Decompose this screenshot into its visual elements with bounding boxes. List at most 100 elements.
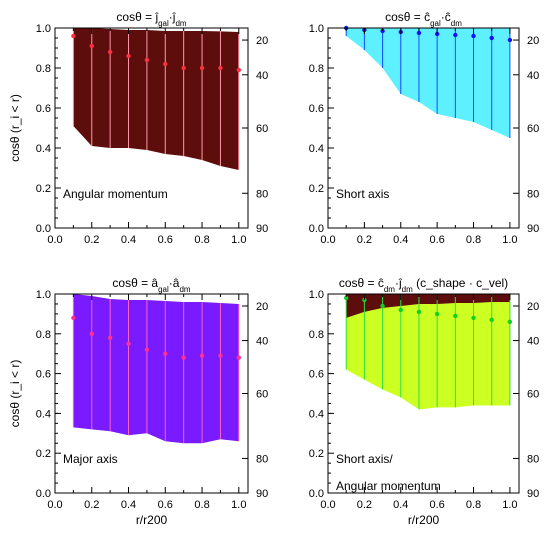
median-point bbox=[453, 313, 458, 319]
median-point bbox=[126, 53, 131, 59]
median-point bbox=[489, 317, 494, 323]
x-tick-label: 0.2 bbox=[357, 499, 372, 511]
x-tick-label: 0.4 bbox=[393, 499, 408, 511]
x-tick-label: 0.8 bbox=[466, 499, 481, 511]
panel-4: 0.0 0.2 0.4 0.6 0.8 1.0 0.0 0.2 0.4 0.6 0.8 1.0 20 40… bbox=[309, 276, 540, 527]
x-tick-label: 0.2 bbox=[357, 234, 372, 246]
median-point bbox=[471, 315, 476, 321]
median-point bbox=[144, 57, 150, 63]
x-tick-label: 0.8 bbox=[194, 234, 209, 246]
y-tick-label: 0.8 bbox=[309, 329, 324, 341]
right-tick-label: 90 bbox=[527, 223, 539, 235]
median-point bbox=[199, 353, 205, 358]
right-tick-label: 90 bbox=[527, 488, 539, 500]
x-tick-label: 0.0 bbox=[47, 499, 62, 511]
right-tick-label: 40 bbox=[256, 70, 268, 82]
median-point bbox=[507, 37, 513, 43]
median-point bbox=[416, 309, 422, 315]
y-tick-label: 1.0 bbox=[309, 289, 324, 301]
y-tick-label: 0.4 bbox=[36, 143, 51, 155]
y-tick-label: 0.8 bbox=[309, 63, 324, 75]
median-point bbox=[163, 61, 168, 67]
x-tick-label: 0.0 bbox=[320, 499, 335, 511]
median-point bbox=[236, 355, 242, 360]
median-point bbox=[89, 331, 94, 336]
x-tick-label: 0.4 bbox=[121, 234, 136, 246]
right-tick-label: 80 bbox=[527, 453, 539, 465]
panel-1: 0.0 0.2 0.4 0.6 0.8 1.0 0.0 0.2 0.4 0.6 0.8 1.0 20 40… bbox=[8, 10, 268, 246]
x-tick-label: 0.8 bbox=[194, 499, 209, 511]
median-point bbox=[218, 353, 223, 358]
y-tick-label: 0.4 bbox=[36, 408, 51, 420]
panel-title: cosθ = ĵgal·ĵdm bbox=[116, 10, 187, 28]
median-point bbox=[163, 351, 168, 356]
y-tick-label: 0.0 bbox=[36, 223, 51, 235]
panel-annotation: Major axis bbox=[63, 452, 118, 466]
x-tick-label: 0.8 bbox=[466, 234, 481, 246]
panel-2: 0.0 0.2 0.4 0.6 0.8 1.0 0.0 0.2 0.4 0.6 0.8 1.0 20 40… bbox=[309, 10, 540, 246]
y-tick-label: 0.6 bbox=[309, 369, 324, 381]
x-tick-label: 0.4 bbox=[121, 499, 136, 511]
right-tick-label: 80 bbox=[527, 188, 539, 200]
right-tick-label: 60 bbox=[527, 389, 539, 401]
panel-title: cosθ = âgal·âdm bbox=[112, 276, 191, 294]
panel-annotation: Short axis bbox=[336, 187, 389, 201]
y-tick-label: 0.0 bbox=[309, 223, 324, 235]
median-point bbox=[507, 319, 513, 325]
panel-annotation: Short axis/ bbox=[336, 452, 393, 466]
right-tick-label: 80 bbox=[256, 188, 268, 200]
x-tick-label: 1.0 bbox=[502, 234, 517, 246]
median-point bbox=[236, 67, 242, 73]
median-point bbox=[144, 347, 150, 352]
right-tick-label: 40 bbox=[527, 70, 539, 82]
panel-title: cosθ = ĉdm·ĵdm (c_shape · c_vel) bbox=[339, 276, 508, 294]
median-point bbox=[380, 303, 385, 309]
x-tick-label: 0.6 bbox=[158, 234, 173, 246]
band-fill bbox=[73, 294, 239, 444]
y-tick-label: 0.2 bbox=[309, 448, 324, 460]
x-tick-label: 1.0 bbox=[502, 499, 517, 511]
x-tick-label: 0.4 bbox=[393, 234, 408, 246]
x-tick-label: 0.0 bbox=[47, 234, 62, 246]
median-point bbox=[71, 315, 76, 321]
right-tick-label: 90 bbox=[256, 223, 268, 235]
median-point bbox=[343, 295, 349, 301]
y-tick-label: 0.6 bbox=[36, 103, 51, 115]
y-tick-label: 0.2 bbox=[36, 183, 51, 195]
top-band-fill bbox=[346, 294, 510, 318]
x-tick-label: 0.0 bbox=[320, 234, 335, 246]
median-point bbox=[107, 335, 113, 340]
median-point bbox=[453, 32, 458, 38]
right-tick-label: 20 bbox=[256, 301, 268, 313]
median-point bbox=[416, 30, 422, 36]
median-point bbox=[107, 49, 113, 55]
right-tick-label: 60 bbox=[527, 123, 539, 135]
x-tick-label: 1.0 bbox=[231, 499, 246, 511]
y-tick-label: 0.0 bbox=[36, 488, 51, 500]
x-tick-label: 0.2 bbox=[84, 499, 99, 511]
right-tick-label: 20 bbox=[527, 35, 539, 47]
x-tick-label: 1.0 bbox=[231, 234, 246, 246]
x-tick-label: 0.6 bbox=[158, 499, 173, 511]
right-tick-label: 60 bbox=[256, 389, 268, 401]
x-axis-label: r/r200 bbox=[408, 513, 440, 527]
y-tick-label: 0.2 bbox=[309, 183, 324, 195]
x-axis-label: r/r200 bbox=[136, 513, 168, 527]
median-point bbox=[89, 43, 94, 49]
median-point bbox=[398, 307, 403, 313]
band-fill bbox=[346, 294, 510, 410]
x-tick-label: 0.6 bbox=[429, 234, 444, 246]
median-point bbox=[71, 33, 76, 39]
right-tick-label: 80 bbox=[256, 453, 268, 465]
median-point bbox=[471, 33, 476, 39]
x-tick-label: 0.6 bbox=[429, 499, 444, 511]
y-axis-label: cosθ (r_i < r) bbox=[8, 94, 22, 162]
median-point bbox=[181, 355, 186, 360]
median-point bbox=[199, 65, 205, 71]
y-tick-label: 0.6 bbox=[309, 103, 324, 115]
y-tick-label: 0.8 bbox=[36, 63, 51, 75]
panel-title: cosθ = ĉgal·ĉdm bbox=[385, 10, 462, 28]
median-point bbox=[126, 341, 131, 346]
x-tick-label: 0.2 bbox=[84, 234, 99, 246]
median-point bbox=[181, 65, 186, 71]
